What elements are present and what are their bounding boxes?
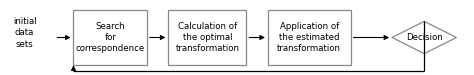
Polygon shape xyxy=(392,21,456,54)
Bar xyxy=(268,10,351,65)
Bar xyxy=(168,10,246,65)
Bar xyxy=(73,10,147,65)
Text: Decision: Decision xyxy=(406,33,443,42)
Text: Calculation of
the optimal
transformation: Calculation of the optimal transformatio… xyxy=(175,22,239,53)
Text: Application of
the estimated
transformation: Application of the estimated transformat… xyxy=(277,22,341,53)
Text: Search
for
correspondence: Search for correspondence xyxy=(75,22,145,53)
Text: initial
data
sets: initial data sets xyxy=(13,17,36,49)
